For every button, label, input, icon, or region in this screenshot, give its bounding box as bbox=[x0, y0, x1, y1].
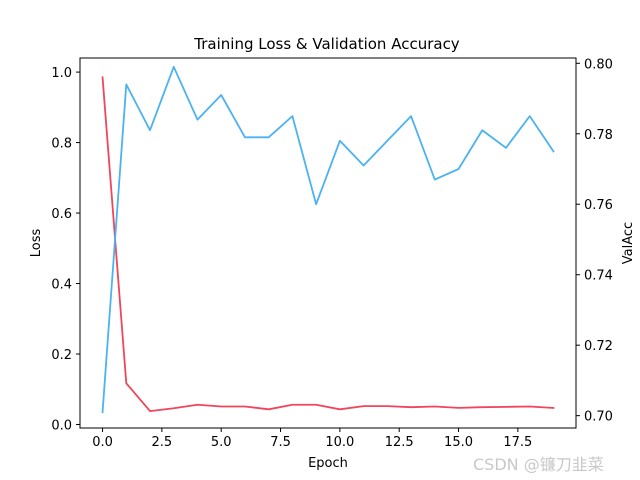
x-tick-label: 15.0 bbox=[444, 435, 473, 450]
x-axis-label: Epoch bbox=[308, 456, 348, 471]
y-left-tick-label: 0.2 bbox=[51, 348, 72, 363]
x-tick-label: 2.5 bbox=[152, 435, 173, 450]
plot-frame bbox=[79, 57, 577, 429]
y-axis-right: 0.70 0.72 0.74 0.76 0.78 0.80 bbox=[576, 57, 613, 425]
y-left-tick-label: 0.8 bbox=[51, 137, 72, 152]
x-tick-label: 7.5 bbox=[270, 435, 291, 450]
y-right-tick-label: 0.74 bbox=[584, 269, 613, 284]
y-right-tick-label: 0.80 bbox=[584, 57, 613, 72]
watermark: CSDN @镰刀韭菜 bbox=[473, 455, 604, 474]
y-axis-right-label: ValAcc bbox=[621, 222, 636, 264]
y-right-tick-label: 0.76 bbox=[584, 198, 613, 213]
y-left-tick-label: 0.6 bbox=[51, 207, 72, 222]
chart-title: Training Loss & Validation Accuracy bbox=[193, 35, 460, 53]
plot-marks bbox=[101, 65, 555, 414]
x-tick-label: 17.5 bbox=[503, 435, 532, 450]
loss-series-line bbox=[101, 76, 555, 412]
y-axis-left: 0.0 0.2 0.4 0.6 0.8 1.0 bbox=[51, 66, 80, 433]
x-tick-label: 10.0 bbox=[325, 435, 354, 450]
y-left-tick-label: 0.0 bbox=[51, 418, 72, 433]
y-left-tick-label: 1.0 bbox=[51, 66, 72, 81]
x-tick-label: 5.0 bbox=[211, 435, 232, 450]
y-right-tick-label: 0.70 bbox=[584, 410, 613, 425]
x-tick-label: 12.5 bbox=[385, 435, 414, 450]
y-right-tick-label: 0.72 bbox=[584, 339, 613, 354]
y-left-tick-label: 0.4 bbox=[51, 278, 72, 293]
y-right-tick-label: 0.78 bbox=[584, 128, 613, 143]
x-axis: 0.0 2.5 5.0 7.5 10.0 12.5 15.0 17.5 bbox=[92, 428, 532, 450]
valacc-series-line bbox=[101, 65, 555, 414]
y-axis-left-label: Loss bbox=[29, 229, 44, 258]
x-tick-label: 0.0 bbox=[92, 435, 113, 450]
